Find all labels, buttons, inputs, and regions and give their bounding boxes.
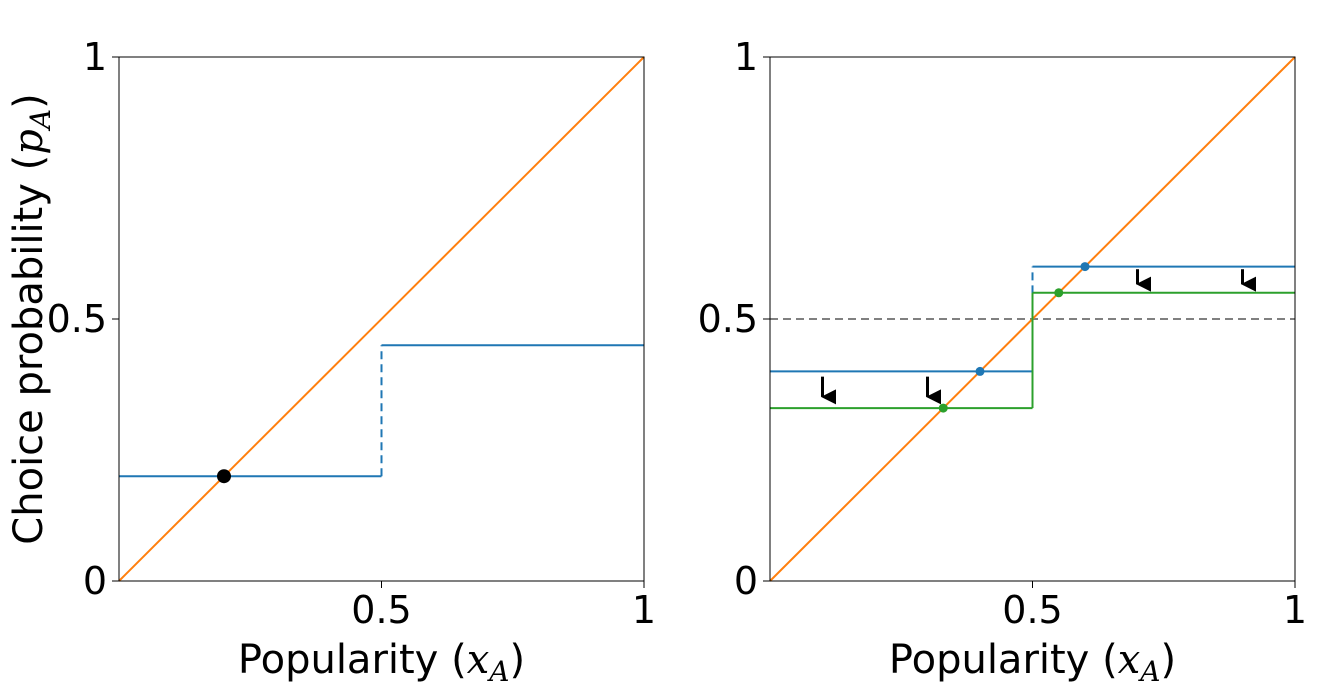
right-fixed-point-marker-2 (938, 403, 948, 413)
right-plot-content (769, 56, 1296, 582)
right-fixed-point-marker-3 (1054, 288, 1064, 298)
right-x-axis-label: Popularity (xA) (889, 637, 1176, 688)
left-plot-content (118, 56, 645, 582)
left-y-tick-label-2: 1 (83, 35, 107, 79)
right-fixed-point-marker-0 (975, 366, 985, 376)
right-fixed-point-marker-1 (1080, 262, 1090, 272)
left-y-tick-label-1: 0.5 (47, 297, 107, 341)
left-x-tick-label-1: 1 (632, 588, 656, 632)
left-panel: 0.5 1 0 0.5 1 Popularity (xA) Choice probabi… (6, 35, 656, 688)
left-y-tick-label-0: 0 (83, 559, 107, 603)
right-panel: 0.5 1 0 0.5 1 Popularity (xA) (698, 35, 1308, 688)
left-x-axis-label: Popularity (xA) (238, 637, 525, 688)
right-y-tick-label-2: 1 (734, 35, 758, 79)
right-y-tick-label-1: 0.5 (698, 297, 758, 341)
y-axis-label: Choice probability (pA) (6, 93, 57, 544)
left-x-tick-label-0: 0.5 (351, 588, 411, 632)
left-fixed-point-marker-0 (217, 469, 231, 484)
right-ticks: 0.5 1 0 0.5 1 (698, 35, 1308, 632)
right-x-tick-label-0: 0.5 (1002, 588, 1062, 632)
left-ticks: 0.5 1 0 0.5 1 (47, 35, 657, 632)
left-series-diagonal-line-0 (118, 56, 645, 582)
right-x-tick-label-1: 1 (1283, 588, 1307, 632)
right-y-tick-label-0: 0 (734, 559, 758, 603)
